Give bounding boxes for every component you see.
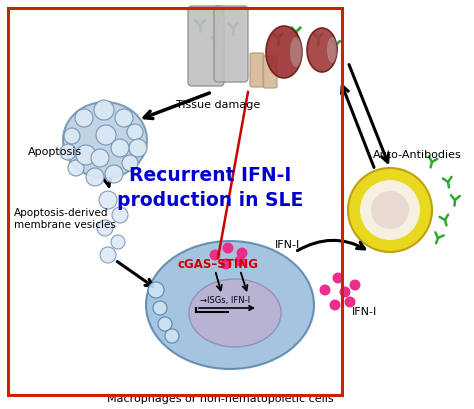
Circle shape [319, 285, 330, 295]
Circle shape [148, 282, 164, 298]
Circle shape [329, 299, 340, 310]
Circle shape [111, 235, 125, 249]
Text: →ISGs, IFN-I: →ISGs, IFN-I [200, 296, 250, 305]
Bar [8, 8, 342, 395]
Ellipse shape [189, 279, 281, 347]
Circle shape [371, 191, 409, 229]
Text: IFN-I: IFN-I [352, 307, 377, 317]
Text: Apoptosis: Apoptosis [28, 147, 82, 157]
Ellipse shape [146, 241, 314, 369]
Circle shape [60, 144, 76, 160]
Circle shape [339, 286, 350, 297]
Circle shape [111, 139, 129, 157]
Circle shape [235, 256, 246, 267]
Circle shape [112, 207, 128, 223]
Circle shape [75, 109, 93, 127]
Text: Apoptosis-derived
membrane vesicles: Apoptosis-derived membrane vesicles [14, 208, 116, 230]
Ellipse shape [266, 26, 302, 78]
Circle shape [220, 258, 231, 270]
Circle shape [158, 317, 172, 331]
Circle shape [76, 145, 96, 165]
Circle shape [97, 220, 113, 236]
Circle shape [348, 168, 432, 252]
FancyBboxPatch shape [214, 6, 248, 82]
Circle shape [96, 125, 116, 145]
FancyBboxPatch shape [250, 53, 264, 87]
FancyBboxPatch shape [188, 6, 224, 86]
Circle shape [86, 168, 104, 186]
Text: Tissue damage: Tissue damage [176, 100, 260, 110]
Circle shape [237, 247, 247, 258]
Circle shape [165, 329, 179, 343]
Ellipse shape [307, 28, 337, 72]
Circle shape [349, 279, 361, 290]
Text: Recurrent IFN-I
production in SLE: Recurrent IFN-I production in SLE [117, 166, 303, 210]
Circle shape [129, 139, 147, 157]
Circle shape [127, 124, 143, 140]
Ellipse shape [327, 37, 337, 63]
Circle shape [345, 297, 356, 308]
Circle shape [360, 180, 420, 240]
Circle shape [115, 109, 133, 127]
Circle shape [210, 249, 220, 261]
Ellipse shape [63, 102, 147, 178]
FancyBboxPatch shape [263, 56, 277, 88]
Ellipse shape [290, 37, 302, 67]
Circle shape [122, 155, 138, 171]
Circle shape [99, 191, 117, 209]
Circle shape [91, 149, 109, 167]
Circle shape [222, 243, 234, 254]
Circle shape [153, 301, 167, 315]
Circle shape [68, 160, 84, 176]
Text: Macrophages or non-hematopoietic cells: Macrophages or non-hematopoietic cells [107, 394, 333, 404]
Text: Auto-Antibodies: Auto-Antibodies [373, 150, 462, 160]
Circle shape [100, 247, 116, 263]
Circle shape [105, 165, 123, 183]
Circle shape [94, 100, 114, 120]
Circle shape [64, 128, 80, 144]
Circle shape [332, 272, 344, 283]
Text: cGAS–STING: cGAS–STING [178, 258, 259, 271]
Text: IFN-I: IFN-I [275, 240, 300, 250]
